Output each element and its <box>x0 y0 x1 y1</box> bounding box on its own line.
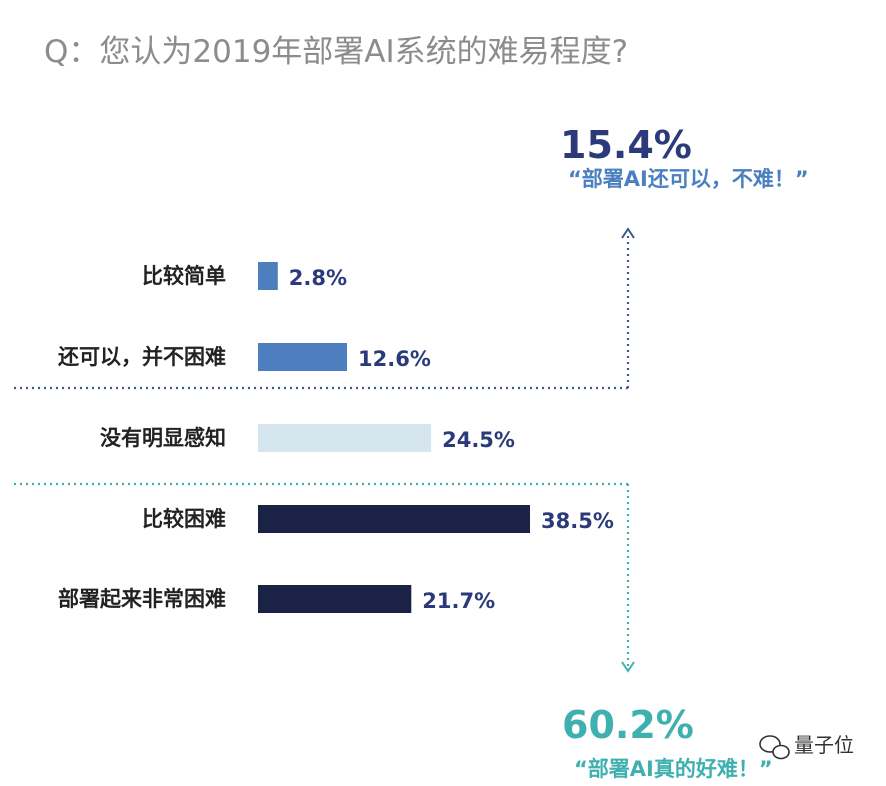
category-label: 没有明显感知 <box>100 426 226 450</box>
hard-quote: “部署AI真的好难！” <box>574 757 773 781</box>
bars: 比较简单 2.8% 还可以，并不困难 12.6% 没有明显感知 24.5% 比较困难 38.5… <box>57 262 614 613</box>
value-label: 2.8% <box>289 266 347 290</box>
value-label: 38.5% <box>541 509 614 533</box>
watermark: 量子位 <box>759 733 854 760</box>
value-label: 12.6% <box>358 347 431 371</box>
value-label: 21.7% <box>422 589 495 613</box>
watermark-text: 量子位 <box>794 733 854 757</box>
bar-2 <box>258 343 347 371</box>
value-label: 24.5% <box>442 428 515 452</box>
hard-arrow-head <box>621 661 635 673</box>
category-label: 部署起来非常困难 <box>58 587 226 611</box>
easy-quote: “部署AI还可以，不难！” <box>568 167 809 191</box>
bar-4 <box>258 505 530 533</box>
wechat-icon <box>759 735 790 760</box>
hard-bracket <box>14 482 630 668</box>
bar-5 <box>258 585 412 613</box>
easy-bracket <box>14 232 630 390</box>
chart-title: Q：您认为2019年部署AI系统的难易程度? <box>44 34 628 70</box>
hard-percent: 60.2% <box>562 703 694 747</box>
easy-percent: 15.4% <box>560 123 692 167</box>
bar-1 <box>258 262 278 290</box>
category-label: 比较简单 <box>142 264 226 288</box>
bar-3 <box>258 424 432 452</box>
easy-arrow-head <box>621 227 635 239</box>
category-label: 比较困难 <box>142 507 226 531</box>
category-label: 还可以，并不困难 <box>57 345 226 369</box>
